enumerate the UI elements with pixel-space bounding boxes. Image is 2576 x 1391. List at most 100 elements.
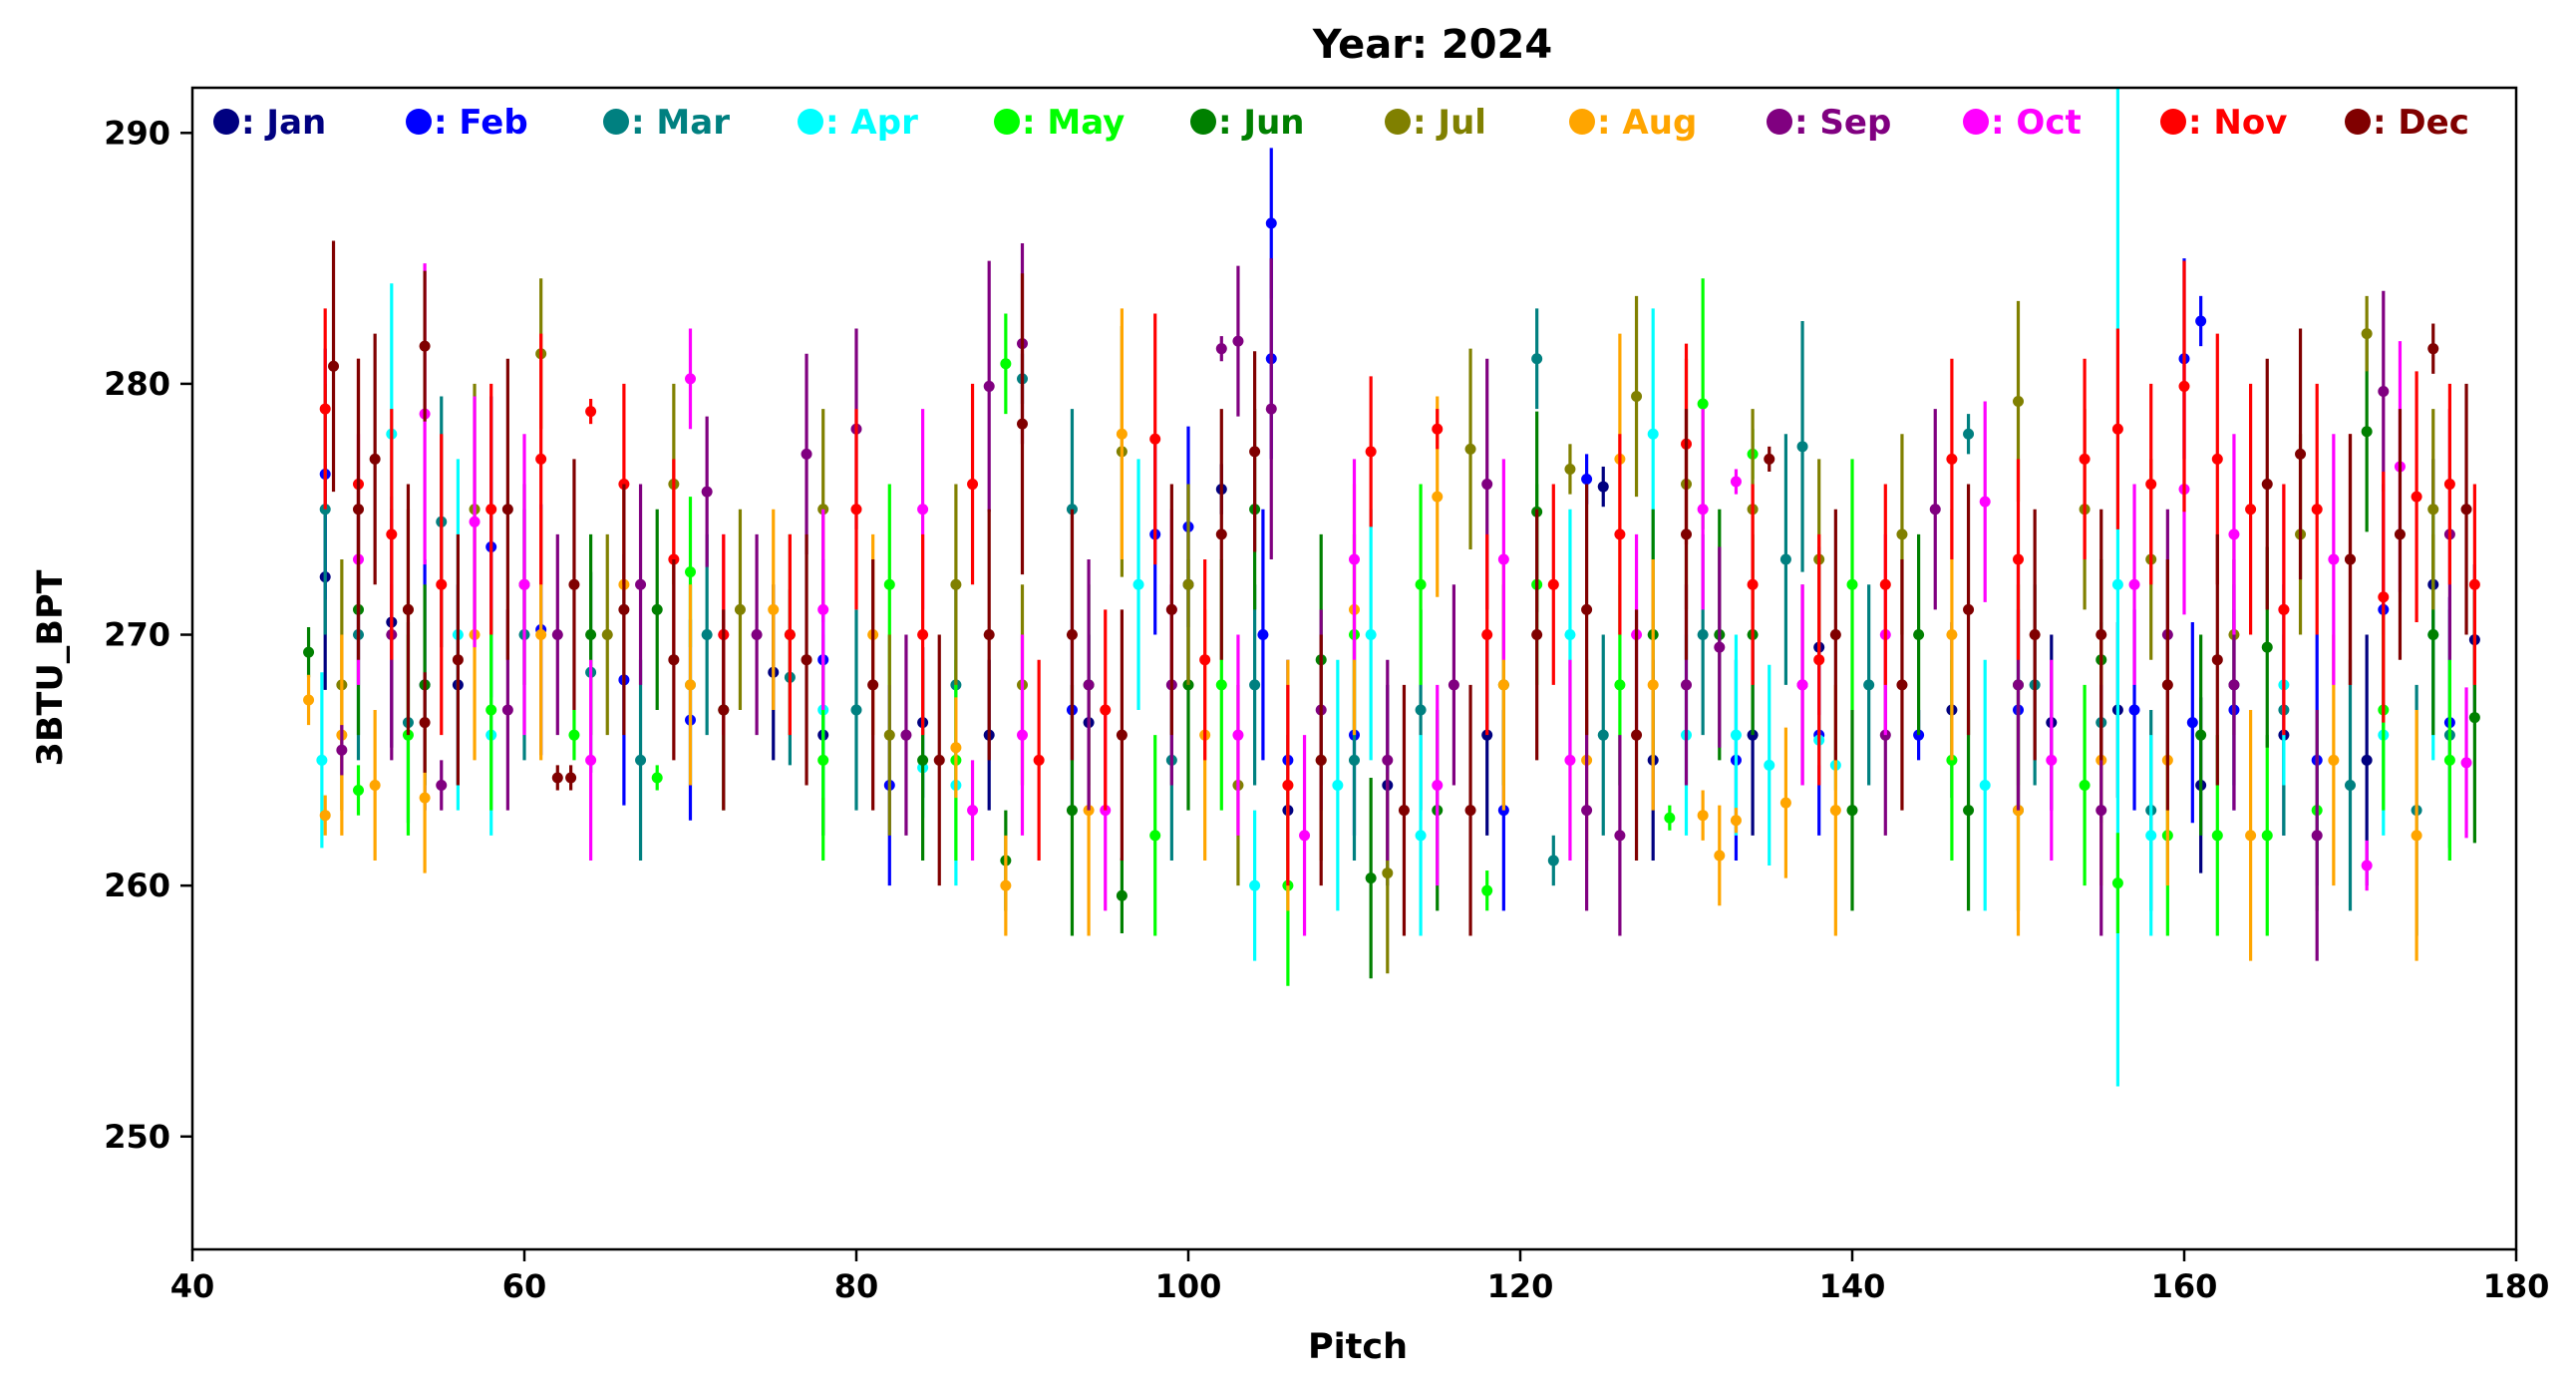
- data-point: [585, 629, 597, 641]
- x-tick-label: 140: [1819, 1267, 1886, 1305]
- x-tick-label: 40: [170, 1267, 215, 1305]
- data-point: [535, 629, 547, 641]
- data-point: [1697, 504, 1709, 516]
- data-point: [967, 479, 979, 491]
- data-point: [1829, 629, 1841, 641]
- data-point: [1614, 528, 1626, 540]
- data-point: [2261, 479, 2273, 491]
- data-point: [917, 754, 929, 766]
- data-point: [1232, 335, 1244, 347]
- data-point: [685, 679, 696, 691]
- data-point: [1979, 780, 1991, 792]
- data-point: [1779, 797, 1791, 809]
- legend-label: : Aug: [1597, 103, 1697, 143]
- data-point: [1846, 805, 1858, 817]
- legend-label: : Apr: [825, 103, 918, 143]
- data-point: [1631, 729, 1643, 741]
- data-point: [867, 679, 879, 691]
- data-point: [2245, 504, 2257, 516]
- data-point: [1365, 629, 1377, 641]
- data-point: [983, 629, 995, 641]
- data-point: [1398, 805, 1410, 817]
- data-point: [501, 504, 513, 516]
- data-point: [2095, 805, 2107, 817]
- data-point: [1796, 441, 1808, 453]
- data-point: [1199, 654, 1211, 666]
- legend-marker: [2160, 109, 2186, 135]
- data-point: [1647, 428, 1659, 440]
- data-point: [1664, 812, 1676, 824]
- data-point: [2261, 641, 2273, 653]
- data-point: [316, 754, 328, 766]
- data-point: [2361, 860, 2373, 871]
- data-point: [535, 453, 547, 465]
- data-point: [2361, 426, 2373, 438]
- data-point: [1215, 679, 1227, 691]
- data-point: [1149, 433, 1161, 445]
- data-point: [1349, 553, 1360, 565]
- data-point: [718, 704, 730, 716]
- data-point: [551, 772, 563, 784]
- data-point: [734, 603, 746, 615]
- data-point: [2095, 629, 2107, 641]
- data-point: [635, 754, 647, 766]
- data-point: [501, 704, 513, 716]
- data-point: [668, 654, 680, 666]
- legend-label: : Feb: [434, 103, 528, 143]
- data-point: [1365, 446, 1377, 458]
- data-point: [1681, 679, 1692, 691]
- data-point: [2427, 629, 2439, 641]
- legend-label: : Jan: [241, 103, 326, 143]
- data-point: [701, 486, 713, 498]
- data-point: [1000, 358, 1012, 370]
- legend-label: : Dec: [2373, 103, 2469, 143]
- legend-label: : Oct: [1991, 103, 2082, 143]
- data-point: [1697, 629, 1709, 641]
- data-point: [2111, 877, 2123, 889]
- data-point: [1564, 463, 1576, 475]
- data-point: [1963, 428, 1975, 440]
- data-point: [419, 717, 431, 729]
- legend-marker: [603, 109, 629, 135]
- data-point: [319, 810, 331, 822]
- data-point: [2178, 380, 2190, 392]
- data-point: [1779, 553, 1791, 565]
- data-point: [1764, 759, 1775, 771]
- data-point: [900, 729, 912, 741]
- data-point: [402, 603, 414, 615]
- data-point: [1764, 453, 1775, 465]
- data-point: [436, 780, 448, 792]
- data-point: [1829, 805, 1841, 817]
- data-point: [1232, 729, 1244, 741]
- y-tick-label: 270: [104, 616, 170, 654]
- data-point: [1149, 830, 1161, 842]
- data-point: [1066, 629, 1078, 641]
- data-point: [1382, 868, 1394, 879]
- legend-label: : Sep: [1794, 103, 1891, 143]
- data-point: [2211, 654, 2223, 666]
- data-point: [1714, 850, 1726, 862]
- data-point: [1083, 679, 1095, 691]
- legend-marker: [2345, 109, 2371, 135]
- data-point: [2328, 553, 2340, 565]
- data-point: [1432, 780, 1444, 792]
- data-point: [2443, 754, 2455, 766]
- data-point: [353, 785, 364, 797]
- y-tick-label: 260: [104, 867, 170, 904]
- data-point: [2111, 423, 2123, 435]
- data-point: [1929, 504, 1941, 516]
- data-point: [817, 603, 829, 615]
- data-point: [452, 654, 464, 666]
- x-tick-label: 160: [2151, 1267, 2218, 1305]
- legend-label: : Jul: [1413, 103, 1486, 143]
- data-point: [2361, 754, 2373, 766]
- data-point: [1282, 780, 1294, 792]
- data-point: [1547, 855, 1559, 867]
- data-point: [917, 504, 929, 516]
- data-point: [2460, 757, 2472, 769]
- data-point: [1697, 398, 1709, 410]
- data-point: [1714, 641, 1726, 653]
- x-tick-label: 180: [2483, 1267, 2550, 1305]
- data-point: [386, 528, 398, 540]
- data-point: [1332, 780, 1344, 792]
